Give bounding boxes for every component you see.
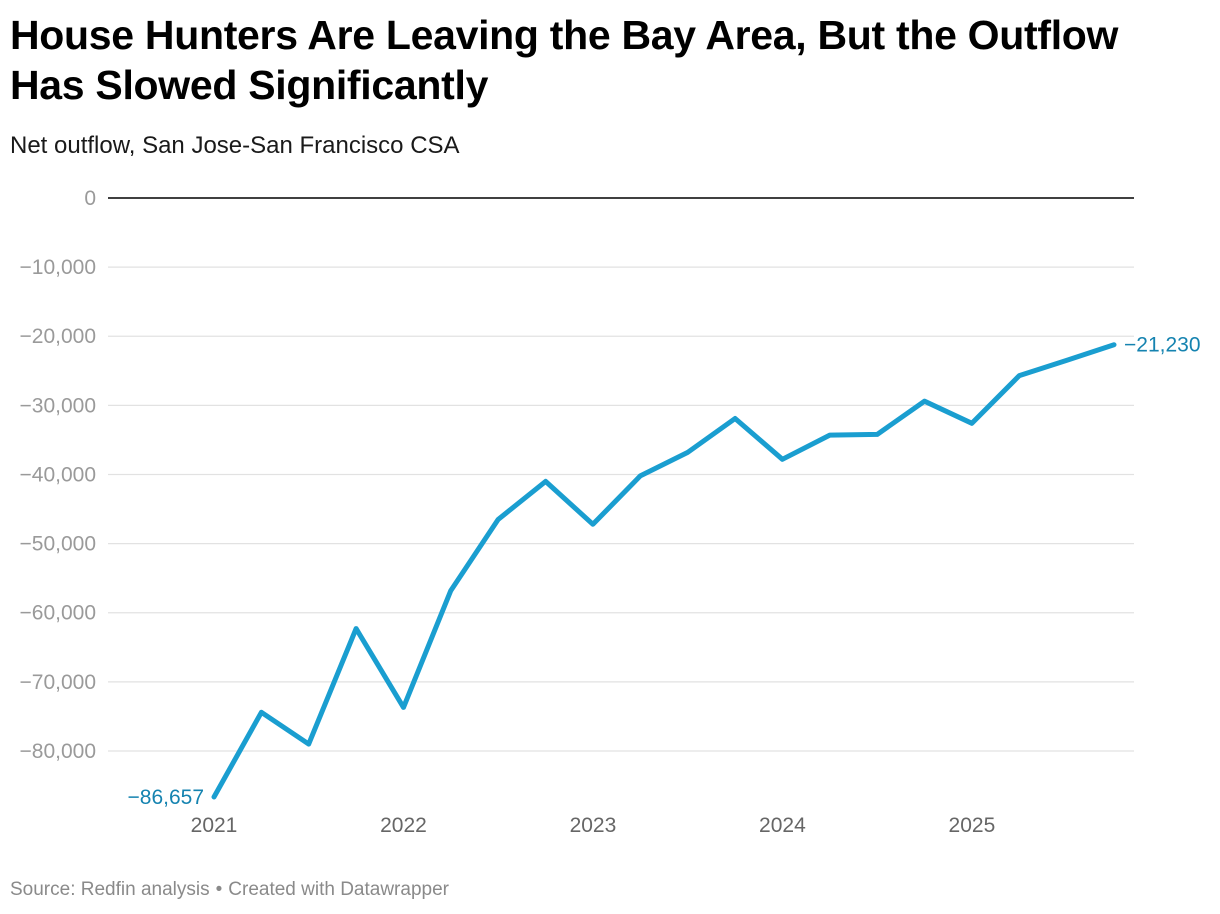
y-tick-label: −60,000 [20, 602, 97, 625]
x-axis-tick-labels: 2021 2022 2023 2024 2025 [191, 814, 996, 837]
data-labels: −86,657 −21,230 [128, 334, 1201, 809]
y-axis-tick-labels: 0 −10,000 −20,000 −30,000 −40,000 −50,000 −60,… [20, 187, 97, 763]
credit-note: Created with Datawrapper [228, 879, 449, 900]
series-line [211, 342, 1117, 800]
series-lines [211, 342, 1117, 800]
x-tick-label: 2022 [380, 814, 427, 837]
source-note: Source: Redfin analysis [10, 879, 210, 900]
y-tick-label: −50,000 [20, 533, 97, 556]
x-tick-label: 2025 [949, 814, 996, 837]
x-tick-label: 2023 [570, 814, 617, 837]
y-tick-label: −20,000 [20, 325, 97, 348]
chart-title: House Hunters Are Leaving the Bay Area, … [10, 12, 1119, 108]
y-tick-label: −30,000 [20, 394, 97, 417]
y-tick-label: −10,000 [20, 256, 97, 279]
grid-lines [108, 197, 1134, 752]
data-label: −21,230 [1124, 334, 1201, 357]
footer-separator: • [215, 879, 223, 900]
footer: Source: Redfin analysis • Created with Dat… [10, 877, 449, 903]
chart-subtitle: Net outflow, San Jose-San Francisco CSA [10, 132, 460, 159]
x-tick-label: 2021 [191, 814, 238, 837]
y-tick-label: 0 [84, 187, 96, 210]
y-tick-label: −40,000 [20, 463, 97, 486]
line-chart: 0 −10,000 −20,000 −30,000 −40,000 −50,000 −60,… [20, 187, 1201, 837]
x-tick-label: 2024 [759, 814, 806, 837]
y-tick-label: −70,000 [20, 671, 97, 694]
data-label: −86,657 [128, 786, 205, 809]
y-tick-label: −80,000 [20, 740, 97, 763]
